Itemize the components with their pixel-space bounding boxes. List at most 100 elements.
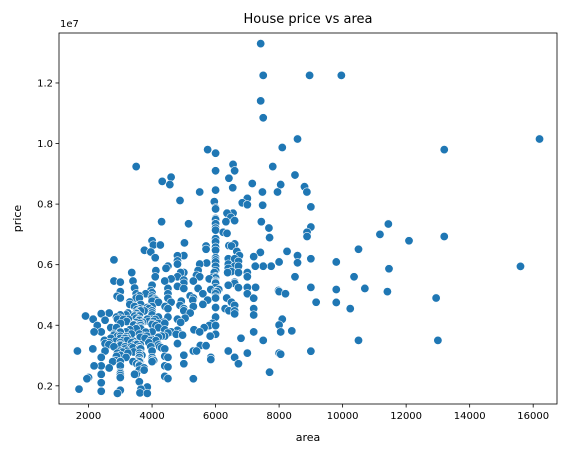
data-point [249,252,259,262]
data-point [302,187,312,197]
data-point [163,352,173,362]
data-point [161,263,171,273]
data-point [439,145,449,155]
data-point [112,388,122,398]
data-point [222,228,232,238]
x-axis-label: area [296,431,321,444]
data-point [184,219,194,229]
data-point [226,241,236,251]
data-point [206,354,216,364]
data-point [233,359,243,369]
data-point [535,134,545,144]
data-point [265,233,275,243]
y-offset-label: 1e7 [60,19,79,30]
data-point [166,172,176,182]
x-tick-label: 6000 [203,411,228,422]
data-point [255,247,265,257]
y-tick-label: 0.4 [37,321,53,332]
data-point [88,344,98,354]
data-point [256,39,266,49]
data-point [104,363,114,373]
data-point [74,384,84,394]
data-point [290,170,300,180]
data-point [224,173,234,183]
data-point [293,134,303,144]
x-tick-label: 10000 [327,411,359,422]
chart-title: House price vs area [244,12,373,27]
x-tick-label: 8000 [266,411,291,422]
data-point [100,315,110,325]
plot-frame [58,32,558,405]
data-point [179,283,189,293]
data-point [211,225,221,235]
data-point [115,372,125,382]
data-point [331,285,341,295]
data-point [223,268,233,278]
data-point [179,238,189,248]
data-point [115,277,125,287]
data-point [266,261,276,271]
data-point [242,272,252,282]
data-point [431,293,441,303]
data-point [268,162,278,172]
data-point [157,217,167,227]
data-point [353,244,363,254]
data-point [201,341,211,351]
data-point [150,253,160,263]
data-point [211,303,221,313]
x-tick-label: 12000 [390,411,422,422]
data-point [306,202,316,212]
data-point [127,268,137,278]
data-point [211,166,221,176]
data-point [175,195,185,205]
data-point [306,346,316,356]
data-point [211,293,221,303]
data-point [176,317,186,327]
data-point [211,204,221,214]
y-tick-label: 1.2 [37,78,53,89]
data-point [188,374,198,384]
x-tick-label: 4000 [139,411,164,422]
data-point [201,244,211,254]
data-point [302,232,312,242]
data-point [211,321,221,331]
data-point [265,367,275,377]
data-point [404,236,414,246]
data-point [198,289,208,299]
data-point [282,246,292,256]
data-point [195,272,205,282]
data-point [192,346,202,356]
data-point [249,293,259,303]
data-point [96,378,106,388]
data-point [203,145,213,155]
data-point [251,282,261,292]
data-point [81,311,91,321]
data-point [258,335,268,345]
data-point [247,179,257,189]
data-point [205,331,215,341]
data-point [290,272,300,282]
x-tick-label: 14000 [454,411,486,422]
data-point [89,361,99,371]
data-point [88,314,98,324]
data-point [172,259,182,269]
data-point [305,70,315,80]
data-point [223,346,233,356]
data-point [276,349,286,359]
data-point [179,350,189,360]
data-point [221,217,231,227]
data-point [188,276,198,286]
data-point [163,304,173,314]
data-point [109,255,119,265]
data-point [230,216,240,226]
data-point [256,96,266,106]
data-point [233,268,243,278]
y-tick-label: 0.6 [37,260,53,271]
data-point [153,297,163,307]
data-point [256,217,266,227]
data-point [163,374,173,384]
x-tick-label: 16000 [517,411,549,422]
data-point [249,327,259,337]
data-point [336,70,346,80]
